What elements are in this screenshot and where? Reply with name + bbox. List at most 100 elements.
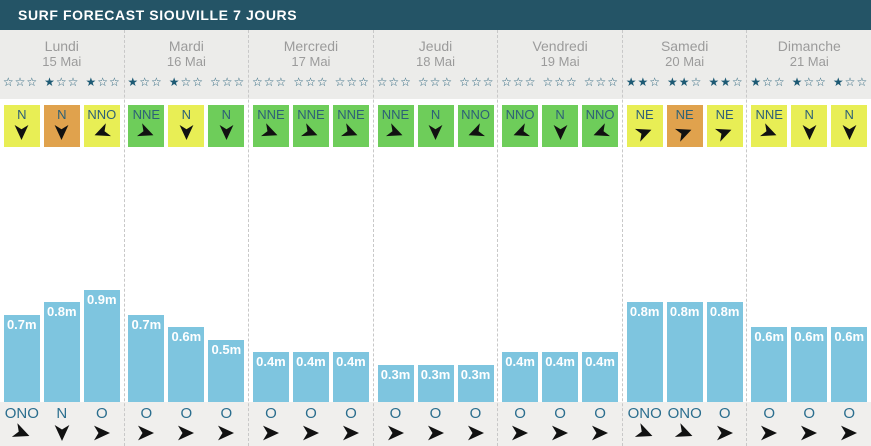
swell-direction-label: O (95, 405, 108, 422)
wave-bar: 0.3m (417, 364, 454, 402)
day-date: 20 Mai (665, 54, 705, 69)
wind-arrow-icon (635, 123, 655, 143)
swell-direction-label: O (803, 405, 816, 422)
swell-direction-label: O (305, 405, 317, 422)
day-column: Mercredi 17 Mai ☆ ☆ ☆ ☆ ☆ ☆ ☆ ☆ ☆ NNE NNE NNE 0.4m… (249, 30, 374, 446)
star-icon: ☆ (192, 75, 205, 89)
swell-direction-label: O (345, 405, 357, 422)
wind-arrow-icon (553, 125, 568, 140)
swell-slot: O (707, 402, 743, 446)
star-icon: ☆ (565, 75, 578, 89)
star-group: ★ ☆ ☆ (792, 75, 827, 90)
star-icon: ☆ (400, 75, 412, 89)
star-icon: ☆ (233, 75, 246, 89)
star-icon: ☆ (210, 75, 222, 89)
star-icon: ☆ (180, 75, 193, 89)
swell-arrow-icon (634, 423, 655, 444)
star-icon: ★ (625, 75, 638, 89)
star-icon: ☆ (459, 75, 471, 89)
wave-height-label: 0.4m (336, 354, 366, 369)
wave-height-label: 0.5m (211, 341, 242, 357)
header-bar (0, 0, 871, 30)
star-rating: ☆ ☆ ☆ ☆ ☆ ☆ ☆ ☆ ☆ (252, 75, 370, 90)
swell-slot: O (751, 402, 787, 446)
star-group: ☆ ☆ ☆ (335, 75, 370, 90)
wave-height-label: 0.4m (585, 354, 615, 369)
wind-cell: NNE (377, 105, 414, 147)
star-icon: ☆ (334, 75, 347, 89)
day-name: Mardi (168, 38, 204, 54)
swell-slot: O (791, 402, 827, 446)
wind-cell: NNE (128, 105, 165, 147)
star-icon: ☆ (773, 75, 786, 89)
star-icon: ☆ (554, 75, 566, 89)
wave-height-label: 0.4m (505, 354, 535, 369)
star-rating: ★ ☆ ☆ ★ ☆ ☆ ★ ☆ ☆ (750, 75, 868, 90)
star-icon: ★ (44, 75, 56, 89)
swell-arrow-icon (552, 425, 568, 441)
star-icon: ☆ (542, 75, 555, 89)
swell-slot: O (84, 402, 120, 446)
star-group: ★ ☆ ☆ (750, 75, 785, 90)
swell-slot: O (378, 402, 414, 446)
swell-slot: O (831, 402, 867, 446)
swell-direction-label: O (140, 405, 153, 422)
day-column: Vendredi 19 Mai ☆ ☆ ☆ ☆ ☆ ☆ ☆ ☆ ☆ NNO N NNO 0.4m 0.… (498, 30, 623, 446)
star-group: ☆ ☆ ☆ (210, 75, 245, 90)
wind-row: NNE N N (128, 105, 245, 147)
wind-direction-label: NNE (755, 107, 783, 122)
wave-height-label: 0.4m (256, 354, 286, 369)
star-group: ★ ☆ ☆ (85, 75, 120, 90)
day-column: Jeudi 18 Mai ☆ ☆ ☆ ☆ ☆ ☆ ☆ ☆ ☆ NNE N NNO 0.3m 0.3m 0… (374, 30, 499, 446)
star-group: ☆ ☆ ☆ (584, 75, 619, 90)
star-icon: ☆ (55, 75, 68, 89)
swell-direction-label: O (469, 405, 482, 422)
star-icon: ★ (678, 75, 691, 89)
wind-direction-label: N (844, 107, 854, 122)
wind-direction-label: NE (715, 107, 734, 122)
wind-cell: N (208, 105, 245, 147)
wind-cell: N (43, 105, 80, 147)
star-icon: ☆ (762, 75, 774, 89)
wind-arrow-icon (261, 123, 281, 143)
wave-bar: 0.5m (208, 339, 245, 402)
wind-cell: N (791, 105, 828, 147)
star-icon: ☆ (305, 75, 317, 89)
wind-cell: N (542, 105, 579, 147)
wave-height-label: 0.7m (131, 316, 162, 332)
day-name: Samedi (660, 38, 709, 54)
wave-height-label: 0.9m (86, 291, 117, 307)
star-group: ★ ☆ ☆ (833, 75, 868, 90)
swell-arrow-icon (592, 425, 608, 441)
star-group: ☆ ☆ ☆ (459, 75, 494, 90)
swell-arrow-icon (11, 423, 32, 444)
wave-height-label: 0.4m (545, 354, 575, 369)
swell-slot: O (293, 402, 329, 446)
swell-arrow-icon (263, 425, 279, 441)
wind-arrow-icon (510, 123, 530, 143)
wind-direction-label: NE (675, 107, 694, 122)
swell-arrow-icon (178, 425, 194, 441)
swell-direction-label: ONO (4, 405, 39, 422)
swell-slot: O (253, 402, 289, 446)
swell-arrow-icon (388, 425, 404, 441)
star-icon: ☆ (26, 75, 39, 89)
wave-bar: 0.8m (626, 302, 663, 402)
wind-direction-label: NNE (257, 107, 285, 122)
swell-arrow-icon (303, 425, 319, 441)
star-icon: ☆ (417, 75, 430, 89)
star-group: ★ ★ ☆ (626, 75, 661, 90)
wind-arrow-icon (386, 123, 406, 143)
star-icon: ★ (708, 75, 721, 89)
wind-direction-label: NNO (585, 107, 615, 122)
star-icon: ☆ (595, 75, 608, 89)
wave-bar: 0.7m (128, 314, 165, 402)
wave-bar: 0.6m (831, 327, 868, 402)
wind-cell: NNE (292, 105, 329, 147)
wind-arrow-icon (301, 123, 321, 143)
wave-bar: 0.3m (457, 364, 494, 402)
day-date: 15 Mai (42, 54, 82, 69)
wave-bar: 0.4m (332, 352, 369, 402)
wave-bar: 0.7m (3, 314, 40, 402)
